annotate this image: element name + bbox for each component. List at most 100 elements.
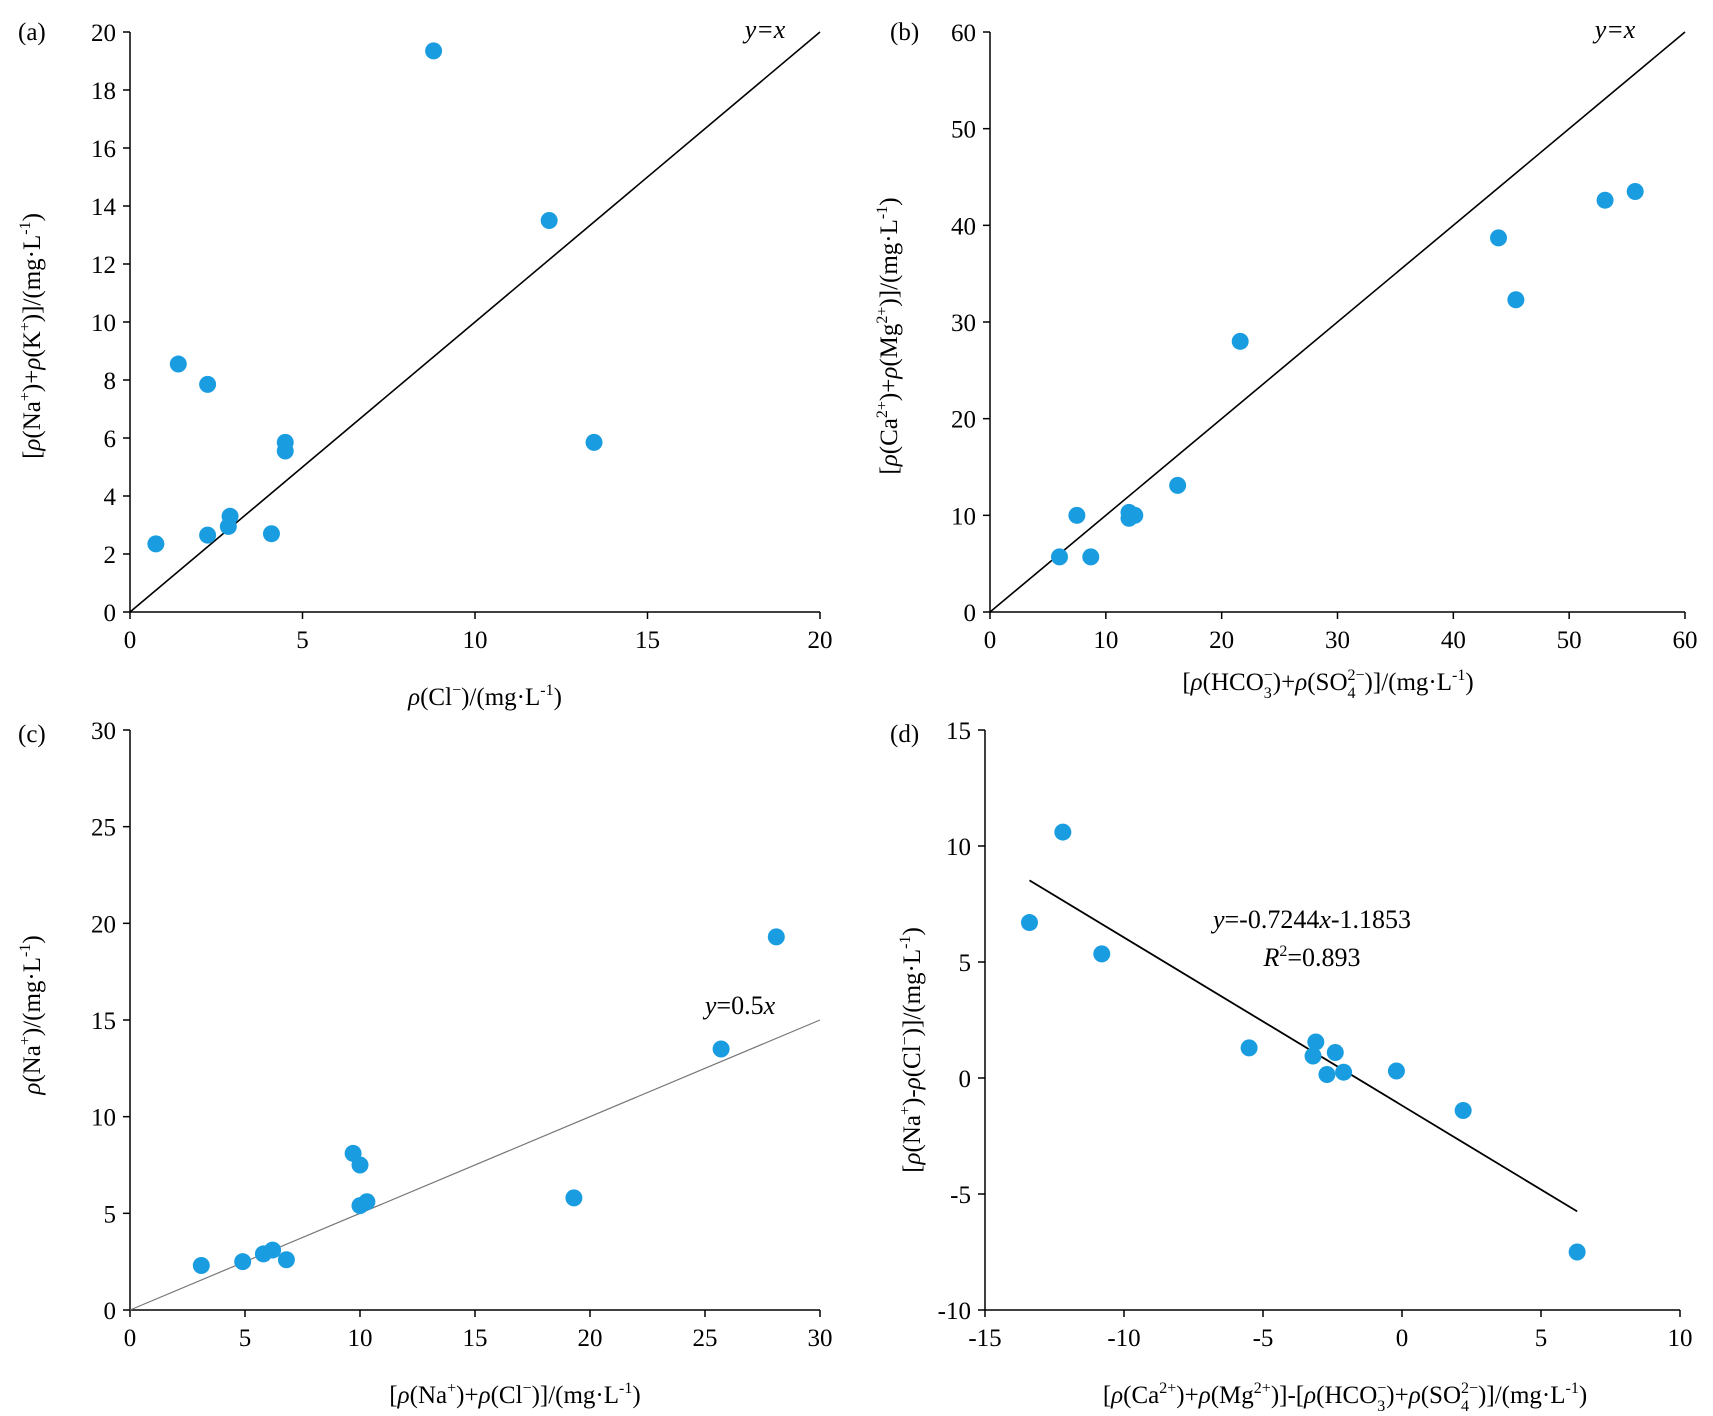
x-tick-label: 50 xyxy=(1557,627,1582,654)
data-point xyxy=(585,433,603,451)
y-tick-label: 10 xyxy=(951,503,976,530)
data-point xyxy=(767,928,785,946)
y-tick-label: 5 xyxy=(959,950,972,977)
data-point xyxy=(1093,945,1111,963)
data-point xyxy=(1231,332,1249,350)
panel-b-label: (b) xyxy=(890,19,919,46)
panel-b-ticks: 0 10 20 30 40 50 60 0 10 20 30 40 50 60 xyxy=(951,20,1698,654)
x-tick-label: -5 xyxy=(1253,1325,1274,1352)
data-point xyxy=(712,1040,730,1058)
data-point xyxy=(1169,476,1187,494)
panel-a-ticks: 0 5 10 15 20 0 2 4 6 8 10 12 14 16 18 20 xyxy=(91,20,833,654)
x-tick-label: 25 xyxy=(693,1325,718,1352)
x-tick-label: 5 xyxy=(1535,1325,1548,1352)
data-point xyxy=(1051,548,1068,566)
y-tick-label: -10 xyxy=(938,1298,971,1325)
y-tick-label: 40 xyxy=(951,213,976,240)
y-tick-label: 8 xyxy=(104,368,117,395)
data-point xyxy=(425,42,443,60)
data-point xyxy=(1626,183,1644,200)
data-point xyxy=(1054,823,1072,841)
panel-a-axes xyxy=(129,32,820,613)
panel-a-x-axis-title: ρ(Cl−)/(mg·L-1) xyxy=(407,682,562,711)
panel-b-y-axis-title: [ρ(Ca2+)+ρ(Mg2+)]/(mg·L-1) xyxy=(874,197,903,474)
y-tick-label: -5 xyxy=(950,1182,971,1209)
x-tick-label: 10 xyxy=(1668,1325,1693,1352)
y-tick-label: 15 xyxy=(91,1008,116,1035)
y-tick-label: 0 xyxy=(959,1066,972,1093)
data-point xyxy=(1490,229,1508,247)
data-point xyxy=(169,355,187,373)
panel-b-axes xyxy=(989,32,1685,613)
data-point xyxy=(1568,1243,1586,1261)
x-tick-label: 0 xyxy=(124,1325,137,1352)
panel-b: (b) 0 10 20 30 40 50 60 0 10 20 30 40 50 60 y=x [ρ(HC… xyxy=(874,15,1698,702)
data-point xyxy=(1387,1062,1405,1080)
data-point xyxy=(199,526,217,544)
x-tick-label: 40 xyxy=(1441,627,1466,654)
panel-c-label: (c) xyxy=(18,721,46,748)
data-point xyxy=(234,1253,252,1271)
y-tick-label: 6 xyxy=(104,426,117,453)
y-tick-label: 20 xyxy=(91,20,116,47)
y-tick-label: 0 xyxy=(104,600,117,627)
panel-d-r-squared: R2=0.893 xyxy=(1262,943,1360,972)
data-point xyxy=(1020,914,1038,932)
data-point xyxy=(1335,1063,1353,1081)
x-tick-label: 20 xyxy=(1209,627,1234,654)
panel-d-axes xyxy=(984,730,1680,1311)
y-tick-label: 0 xyxy=(104,1298,117,1325)
x-tick-label: 0 xyxy=(1396,1325,1409,1352)
panel-d-line xyxy=(1029,879,1578,1213)
y-tick-label: 30 xyxy=(91,718,116,745)
panel-b-ref-line xyxy=(989,31,1686,613)
x-tick-label: 15 xyxy=(635,627,660,654)
y-tick-label: 50 xyxy=(951,117,976,144)
data-point xyxy=(277,1251,295,1269)
y-tick-label: 4 xyxy=(104,484,117,511)
panel-a-points xyxy=(147,42,603,553)
panel-b-line xyxy=(989,31,1686,613)
panel-a-ref-line xyxy=(129,31,821,613)
y-tick-label: 12 xyxy=(91,252,116,279)
y-tick-label: 2 xyxy=(104,542,117,569)
y-tick-label: 10 xyxy=(946,834,971,861)
panel-b-x-axis-title: [ρ(HCO3−)+ρ(SO42−)]/(mg·L-1) xyxy=(1182,667,1473,702)
y-tick-label: 20 xyxy=(951,407,976,434)
y-tick-label: 30 xyxy=(951,310,976,337)
panel-d-y-axis-title: [ρ(Na+)-ρ(Cl−)]/(mg·L-1) xyxy=(897,927,926,1173)
panel-d-regression-line xyxy=(1029,879,1578,1213)
panel-a-y-axis-title: [ρ(Na+)+ρ(K+)]/(mg·L-1) xyxy=(17,213,46,459)
data-point xyxy=(1507,291,1525,309)
y-tick-label: 18 xyxy=(91,78,116,105)
panel-b-points xyxy=(1051,183,1644,566)
panel-c-line-label: y=0.5x xyxy=(702,991,776,1020)
y-tick-label: 20 xyxy=(91,911,116,938)
panel-c-x-axis-title: [ρ(Na+)+ρ(Cl−)]/(mg·L-1) xyxy=(389,1380,640,1409)
panel-c-points xyxy=(192,928,785,1275)
panel-a: (a) 0 5 10 15 20 0 2 4 6 8 10 12 14 16 18 20 y=x ρ(Cl−)… xyxy=(17,15,833,711)
x-tick-label: 30 xyxy=(1325,627,1350,654)
data-point xyxy=(1126,506,1144,524)
data-point xyxy=(565,1189,583,1207)
y-tick-label: 5 xyxy=(104,1201,117,1228)
x-tick-label: 5 xyxy=(296,627,309,654)
panel-d-x-axis-title: [ρ(Ca2+)+ρ(Mg2+)]-[ρ(HCO3−)+ρ(SO42−)]/(m… xyxy=(1103,1380,1587,1415)
y-tick-label: 16 xyxy=(91,136,116,163)
y-tick-label: 10 xyxy=(91,1105,116,1132)
panel-c-y-axis-title: ρ(Na+)/(mg·L-1) xyxy=(17,935,46,1095)
x-tick-label: 15 xyxy=(463,1325,488,1352)
panel-c-ticks: 0 5 10 15 20 25 30 0 5 10 15 20 25 30 xyxy=(91,718,833,1352)
x-tick-label: 10 xyxy=(348,1325,373,1352)
data-point xyxy=(1596,191,1614,209)
y-tick-label: 25 xyxy=(91,815,116,842)
panel-d-points xyxy=(1020,823,1586,1261)
data-point xyxy=(1326,1043,1344,1061)
x-tick-label: 20 xyxy=(578,1325,603,1352)
panel-a-label: (a) xyxy=(18,19,46,46)
data-point xyxy=(221,507,239,525)
x-tick-label: 5 xyxy=(239,1325,252,1352)
panel-c-ref-line xyxy=(129,1019,821,1311)
